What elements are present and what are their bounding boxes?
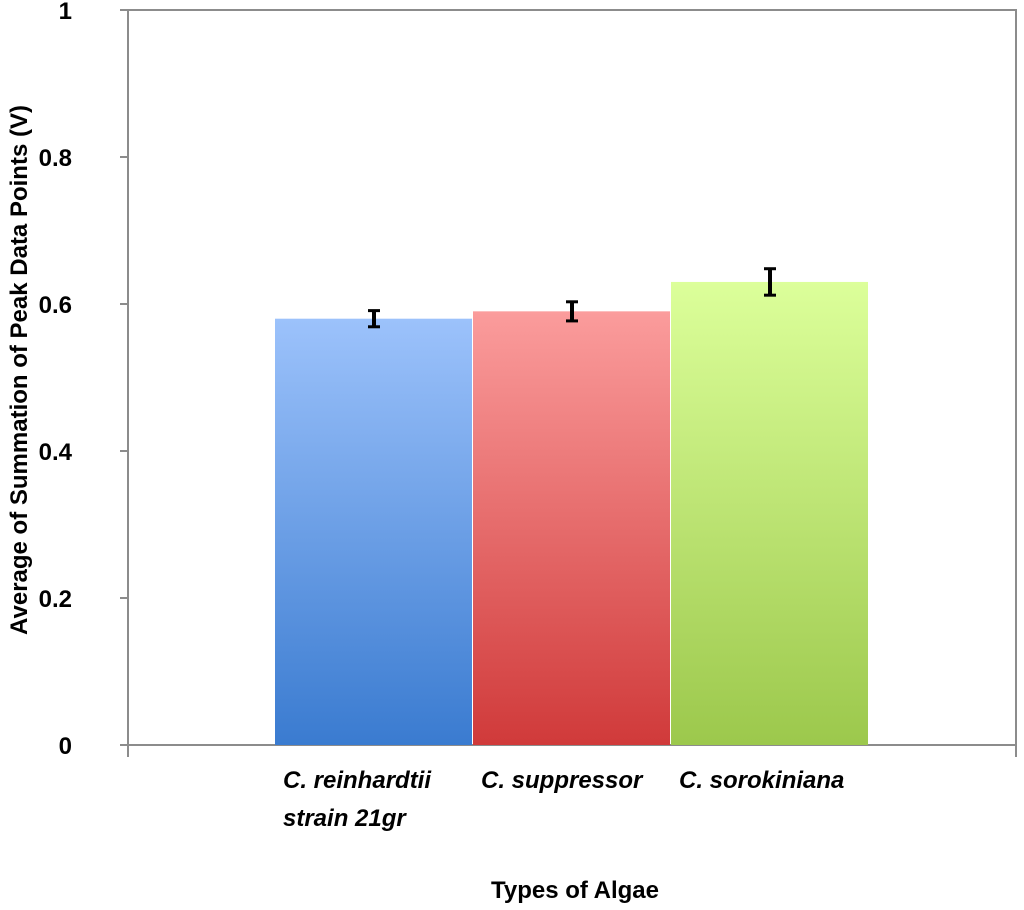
y-axis-ticks: 0 0.2 0.4 0.6 0.8 1 (39, 0, 128, 760)
y-axis-title: Average of Summation of Peak Data Points… (6, 105, 33, 635)
error-bar-1 (368, 309, 380, 329)
y-tick-label: 0.8 (39, 145, 72, 172)
category-labels: C. reinhardtii strain 21gr C. suppressor C.… (283, 767, 844, 832)
y-tick-label: 0.6 (39, 292, 72, 319)
error-bars-group (368, 267, 776, 329)
x-axis-title: Types of Algae (491, 877, 659, 904)
category-label-1: C. reinhardtii strain 21gr (283, 767, 432, 832)
category-label-2: C. suppressor (481, 767, 644, 794)
error-bar-2 (566, 300, 578, 323)
bar-3 (671, 281, 868, 745)
bar-1 (275, 318, 472, 745)
category-label-3: C. sorokiniana (679, 767, 844, 794)
y-tick-label: 0.4 (39, 439, 73, 466)
bar-2 (473, 311, 670, 745)
y-tick-label: 0 (59, 733, 72, 760)
error-bar-3 (764, 267, 776, 297)
y-tick-label: 0.2 (39, 586, 72, 613)
bars-group (275, 281, 868, 745)
y-tick-label: 1 (59, 0, 72, 25)
